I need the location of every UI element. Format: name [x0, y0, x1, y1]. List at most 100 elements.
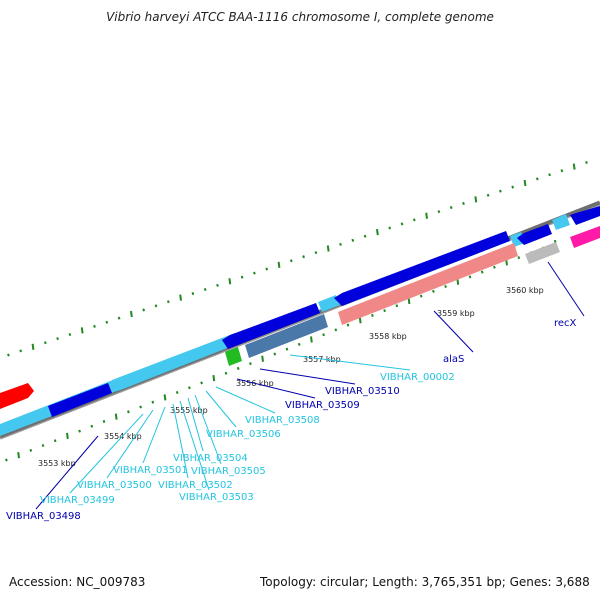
scale-dot: [102, 419, 106, 423]
scale-dot: [154, 304, 158, 308]
scale-dot: [142, 308, 146, 312]
gene-leader-line: [106, 409, 154, 479]
scale-tick-label: 3553 kbp: [38, 459, 76, 468]
gene-labels: VIBHAR_03498 VIBHAR_03499 VIBHAR_03500 VIBH…: [6, 318, 577, 522]
scale-dot: [249, 362, 252, 366]
gene-leader-line: [194, 394, 222, 465]
scale-tick-label: 3559 kbp: [437, 309, 475, 318]
scale-dot: [437, 210, 441, 214]
scale-dot: [289, 259, 293, 263]
map-title: Vibrio harveyi ATCC BAA-1116 chromosome …: [106, 10, 494, 24]
scale-dot: [66, 432, 69, 440]
scale-dot: [265, 267, 269, 271]
gene-label[interactable]: alaS: [443, 354, 464, 365]
rrna-gene: [245, 314, 328, 358]
scale-dot: [560, 169, 564, 173]
scale-dot: [302, 255, 305, 259]
scale-dot: [166, 300, 170, 304]
gene-label[interactable]: VIBHAR_03502: [158, 480, 233, 491]
scale-dot: [326, 245, 330, 252]
topology-value: circular: [319, 575, 365, 589]
forward-cds-arrows: [48, 206, 600, 417]
scale-dot: [105, 320, 109, 324]
alaS-gene-block: [338, 243, 518, 325]
scale-dot: [388, 226, 392, 230]
gene-label-leaders: [35, 261, 585, 510]
scale-dot: [261, 355, 264, 362]
scale-dot: [80, 327, 84, 334]
gene-label[interactable]: VIBHAR_03501: [113, 465, 188, 476]
scale-dot: [351, 238, 355, 242]
gene-leader-line: [35, 435, 99, 510]
gene-label[interactable]: VIBHAR_03506: [206, 429, 281, 440]
scale-dot: [200, 381, 203, 385]
scale-dot: [358, 317, 362, 324]
red-gene-arrow: [0, 383, 34, 409]
gene-label[interactable]: VIBHAR_03510: [325, 386, 400, 397]
scale-dot: [224, 371, 228, 375]
gene-leader-line: [142, 406, 166, 464]
gene-label[interactable]: recX: [554, 318, 577, 329]
length-label: Length:: [372, 575, 418, 589]
gene-label[interactable]: VIBHAR_03499: [40, 495, 115, 506]
scale-dot: [480, 270, 484, 274]
scale-dot: [139, 405, 142, 409]
scale-dot: [5, 458, 8, 462]
gene-label[interactable]: VIBHAR_03505: [191, 466, 266, 477]
scale-dot: [151, 400, 155, 404]
scale-dot: [117, 316, 121, 320]
scale-dot: [363, 234, 367, 238]
cds-arrow-recx-gene: [570, 206, 600, 225]
gene-label[interactable]: VIBHAR_03498: [6, 511, 81, 522]
scale-dot: [212, 374, 216, 382]
scale-dot: [130, 310, 133, 318]
scale-dot: [56, 337, 59, 341]
scale-dot: [29, 448, 33, 452]
gene-label[interactable]: VIBHAR_00002: [380, 372, 455, 383]
reverse-strand-features: [0, 226, 600, 409]
scale-dot: [114, 413, 118, 420]
scale-dot: [517, 256, 521, 260]
inner-scale-dots: [5, 240, 557, 462]
scale-dot: [395, 304, 399, 308]
gene-leader-line: [215, 386, 276, 414]
scale-dot: [188, 386, 191, 390]
scale-dot: [585, 160, 588, 165]
scale-dot: [285, 347, 289, 351]
scale-dot: [523, 179, 527, 187]
scale-dot: [400, 222, 404, 226]
scale-dot: [236, 366, 240, 370]
scale-tick-label: 3557 kbp: [303, 355, 341, 364]
gene-label[interactable]: VIBHAR_03504: [173, 453, 248, 464]
scale-dot: [41, 444, 45, 448]
cds-arrow-vibhar-03509: [222, 303, 320, 349]
scale-dot: [273, 352, 277, 356]
gene-leader-line: [69, 413, 144, 494]
scale-tick-label: 3558 kbp: [369, 332, 407, 341]
accession-value: NC_009783: [76, 575, 146, 589]
scale-dot: [216, 283, 219, 287]
scale-dot: [277, 261, 281, 269]
scale-dot: [127, 410, 130, 414]
scale-dot: [383, 309, 386, 313]
gene-label[interactable]: VIBHAR_03503: [179, 492, 254, 503]
gene-label[interactable]: VIBHAR_03509: [285, 400, 360, 411]
scale-dot: [493, 265, 496, 269]
gene-label[interactable]: VIBHAR_03500: [77, 480, 152, 491]
gene-label[interactable]: VIBHAR_03508: [245, 415, 320, 426]
gene-leader-line: [289, 354, 411, 371]
scale-dot: [253, 271, 256, 275]
scale-dot: [412, 218, 416, 222]
magenta-gene-block: [570, 226, 600, 248]
cds-arrow-vibhar-03510: [334, 231, 510, 306]
scale-dot: [78, 429, 81, 433]
scale-dot: [425, 212, 428, 219]
scale-dot: [322, 333, 325, 337]
topology-label: Topology:: [260, 575, 317, 589]
scale-dot: [175, 391, 179, 395]
scale-dot: [376, 228, 379, 236]
scale-tick-label: 3560 kbp: [506, 286, 544, 295]
gene-leader-line: [547, 261, 585, 317]
